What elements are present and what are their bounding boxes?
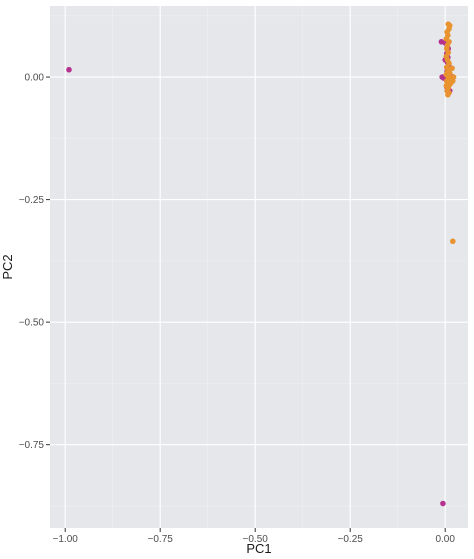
y-tick-label: 0.00 [25,73,45,84]
data-point [445,91,451,98]
data-point [448,80,454,86]
y-tick-label: −0.25 [19,195,45,206]
x-tick-label: −0.25 [338,534,364,545]
y-axis-title: PC2 [0,254,15,279]
data-point [66,66,72,73]
x-tick-label: −0.50 [243,534,269,545]
minor-gridlines [50,6,468,528]
data-point [449,65,455,72]
y-axis-ticks: 0.00 −0.25 −0.50 −0.75 [19,73,50,451]
x-axis-ticks: −1.00 −0.75 −0.50 −0.25 0.00 [53,528,455,545]
data-point [450,238,456,245]
x-axis-title: PC1 [246,541,271,556]
data-points [66,21,457,507]
y-tick-label: −0.75 [19,440,45,451]
plot-panel [50,6,468,528]
x-tick-label: 0.00 [435,534,455,545]
y-tick-label: −0.50 [19,318,45,329]
data-point [440,500,446,507]
x-tick-label: −1.00 [53,534,79,545]
data-point [450,74,457,80]
major-gridlines [50,6,468,528]
x-tick-label: −0.75 [148,534,174,545]
